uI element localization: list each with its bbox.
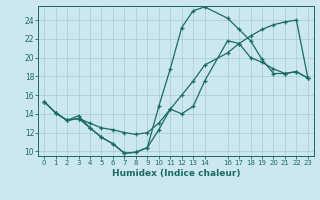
X-axis label: Humidex (Indice chaleur): Humidex (Indice chaleur)	[112, 169, 240, 178]
